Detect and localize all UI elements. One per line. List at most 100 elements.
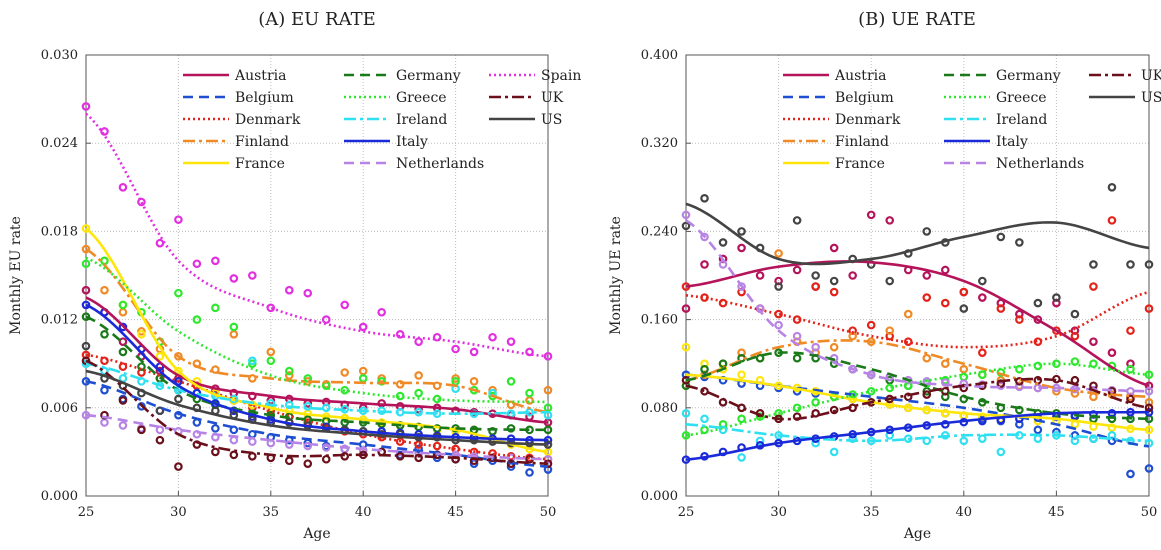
series-line-ireland	[85, 362, 549, 415]
data-point-germany	[959, 394, 969, 404]
data-point-denmark	[922, 293, 932, 302]
x-tick-label: 30	[170, 505, 187, 520]
data-point-greece	[1126, 364, 1135, 374]
data-point-austria	[1107, 348, 1117, 357]
data-point-netherlands	[229, 435, 239, 445]
data-point-finland	[137, 327, 146, 336]
data-point-uk	[1126, 394, 1135, 404]
data-point-finland	[959, 364, 969, 374]
data-point-france	[155, 352, 165, 361]
data-point-us	[811, 271, 820, 280]
series-line-germany	[85, 315, 549, 432]
data-point-finland	[81, 244, 91, 254]
legend-label-france: France	[835, 156, 885, 172]
series-line-france	[685, 373, 1150, 432]
series-line-greece	[85, 256, 549, 404]
data-point-greece	[118, 300, 128, 310]
data-point-denmark	[811, 282, 820, 291]
data-point-denmark	[959, 287, 969, 297]
data-point-spain	[377, 307, 386, 317]
data-point-austria	[755, 271, 765, 280]
chart-panel-1: (B) UE RATE 25 30 35 40 45 50 0.000 0.080 0.160 0.…	[608, 9, 1161, 542]
data-point-finland	[940, 359, 950, 369]
data-point-greece	[866, 386, 876, 396]
data-point-austria	[866, 210, 876, 220]
data-point-austria	[1033, 315, 1043, 324]
plot-frame	[685, 54, 1150, 497]
data-point-spain	[155, 238, 165, 248]
x-tick-label: 40	[956, 505, 973, 520]
data-point-italy	[118, 322, 128, 332]
series-line-italy	[685, 410, 1150, 461]
legend-label-denmark: Denmark	[835, 112, 901, 128]
data-point-spain	[192, 259, 202, 269]
legend-label-ireland: Ireland	[396, 112, 447, 128]
data-point-us	[1144, 260, 1154, 269]
data-point-uk	[118, 396, 128, 405]
data-point-spain	[469, 347, 479, 357]
data-point-denmark	[829, 287, 839, 297]
x-tick-label: 25	[678, 505, 695, 520]
data-point-spain	[248, 271, 257, 280]
data-point-austria	[848, 271, 857, 280]
data-point-ireland	[1070, 436, 1080, 446]
data-point-germany	[792, 353, 802, 363]
data-point-ireland	[543, 410, 553, 420]
data-point-greece	[229, 322, 239, 332]
data-point-finland	[211, 365, 220, 374]
data-point-ireland	[1107, 431, 1117, 440]
data-point-netherlands	[700, 232, 709, 242]
data-point-austria	[81, 285, 91, 295]
x-tick-label: 35	[263, 505, 280, 520]
data-point-spain	[395, 329, 405, 339]
data-point-netherlands	[1144, 386, 1154, 396]
y-tick-label: 0.000	[641, 489, 678, 504]
data-point-greece	[792, 403, 802, 413]
plot-frame	[85, 54, 549, 497]
data-point-spain	[488, 332, 497, 342]
data-point-us	[81, 341, 91, 351]
data-point-us	[1089, 260, 1098, 269]
series-line-germany	[685, 351, 1150, 421]
data-point-us	[1052, 293, 1061, 302]
data-point-finland	[885, 326, 895, 335]
data-point-ireland	[903, 434, 913, 443]
panel-title: (A) EU RATE	[258, 9, 376, 30]
data-point-finland	[414, 371, 423, 380]
data-point-denmark	[903, 337, 913, 346]
data-point-denmark	[118, 362, 128, 371]
series-line-us	[85, 369, 549, 446]
data-point-us	[155, 406, 165, 416]
data-point-france	[137, 329, 146, 339]
legend-label-germany: Germany	[996, 68, 1061, 84]
data-point-austria	[792, 265, 802, 275]
y-tick-label: 0.006	[41, 401, 78, 416]
data-point-france	[737, 370, 746, 380]
data-point-austria	[737, 243, 746, 253]
data-point-greece	[525, 388, 534, 398]
data-point-us	[1015, 238, 1024, 247]
data-point-greece	[755, 412, 765, 421]
legend-label-ireland: Ireland	[996, 112, 1047, 128]
x-tick-label: 45	[447, 505, 464, 520]
data-point-ireland	[303, 402, 313, 411]
data-point-us	[829, 276, 839, 286]
data-point-netherlands	[792, 331, 802, 341]
data-point-ireland	[755, 436, 765, 446]
data-point-us	[718, 238, 728, 247]
data-point-austria	[978, 293, 987, 302]
data-point-us	[922, 227, 932, 236]
data-point-netherlands	[266, 438, 276, 448]
data-point-denmark	[1033, 337, 1043, 346]
y-tick-label: 0.080	[641, 401, 678, 416]
data-point-uk	[303, 459, 313, 468]
data-point-ireland	[1089, 434, 1098, 443]
legend-label-denmark: Denmark	[235, 112, 301, 128]
data-point-us	[1126, 260, 1135, 269]
data-point-greece	[211, 303, 220, 313]
data-point-netherlands	[118, 421, 128, 430]
data-point-uk	[829, 405, 839, 415]
y-tick-label: 0.030	[41, 48, 78, 63]
data-point-greece	[737, 414, 746, 424]
series-line-denmark	[85, 353, 549, 461]
